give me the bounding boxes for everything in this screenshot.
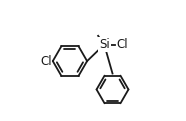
- Text: Cl: Cl: [40, 55, 52, 68]
- Text: Si: Si: [99, 38, 110, 51]
- Text: Cl: Cl: [116, 38, 128, 51]
